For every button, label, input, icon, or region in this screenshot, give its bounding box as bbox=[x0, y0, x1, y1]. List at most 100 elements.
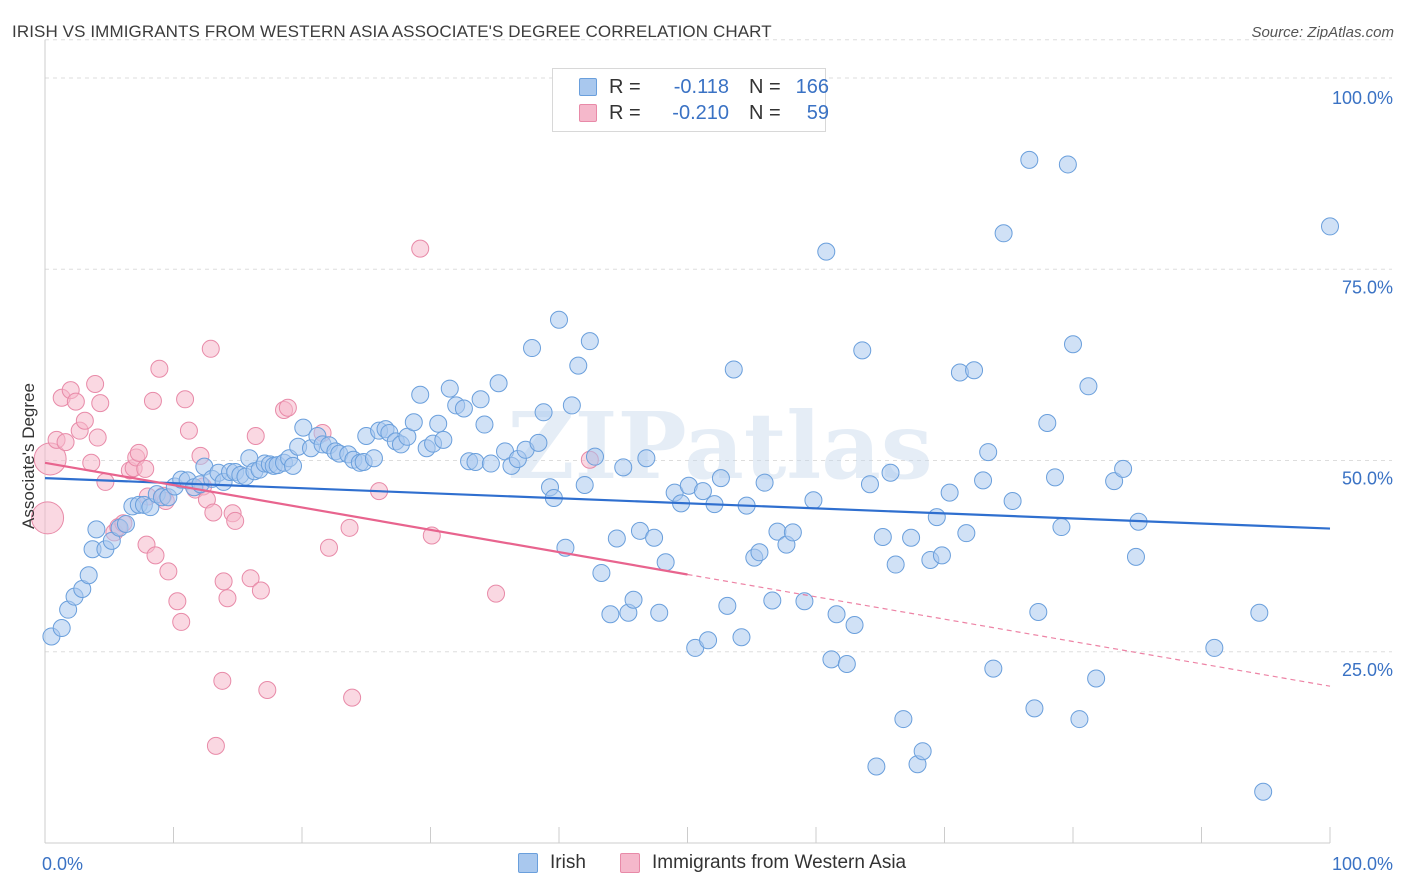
irish-point bbox=[624, 590, 643, 609]
irish-point bbox=[853, 341, 872, 360]
irish-point bbox=[284, 456, 303, 475]
western-asia-point bbox=[411, 239, 430, 258]
irish-point bbox=[523, 339, 542, 358]
irish-point bbox=[1020, 150, 1039, 169]
irish-point bbox=[489, 374, 508, 393]
irish-point bbox=[1105, 472, 1124, 491]
western-asia-trend-line bbox=[44, 461, 688, 576]
irish-point bbox=[1052, 518, 1071, 537]
irish-point bbox=[750, 543, 769, 562]
western-asia-point bbox=[176, 390, 195, 409]
tick-labels: 25.0% 50.0% 75.0% 100.0% 0.0% 100.0% bbox=[42, 88, 1393, 874]
irish-point bbox=[79, 566, 98, 585]
irish-point bbox=[822, 650, 841, 669]
stats-legend: R = -0.118 N = 166 R = -0.210 N = 59 bbox=[552, 68, 829, 132]
western-asia-point bbox=[246, 427, 265, 446]
irish-point bbox=[927, 508, 946, 527]
western-asia-point bbox=[278, 398, 297, 417]
irish-point bbox=[87, 520, 106, 539]
legend-item-western-asia[interactable]: Immigrants from Western Asia bbox=[620, 852, 906, 874]
n-value: 59 bbox=[806, 101, 829, 124]
irish-point bbox=[886, 555, 905, 574]
western-asia-point bbox=[168, 592, 187, 611]
irish-point bbox=[994, 224, 1013, 243]
irish-point bbox=[1025, 699, 1044, 718]
irish-point bbox=[1250, 603, 1269, 622]
western-asia-point bbox=[146, 546, 165, 565]
y-tick-label: 25.0% bbox=[1342, 660, 1393, 680]
irish-point bbox=[637, 449, 656, 468]
western-asia-point bbox=[136, 459, 155, 478]
irish-point bbox=[52, 619, 71, 638]
irish-swatch bbox=[579, 78, 597, 96]
irish-point bbox=[974, 471, 993, 490]
irish-point bbox=[932, 546, 951, 565]
trend-lines bbox=[44, 461, 1331, 687]
western-asia-point bbox=[159, 562, 178, 581]
irish-point bbox=[699, 631, 718, 650]
legend-item-irish[interactable]: Irish bbox=[518, 852, 586, 874]
r-value: -0.210 bbox=[672, 101, 729, 124]
western-asia-point bbox=[251, 581, 270, 600]
western-asia-point bbox=[66, 392, 85, 411]
irish-point bbox=[724, 360, 743, 379]
irish-point bbox=[116, 514, 135, 533]
western-asia-point bbox=[129, 443, 148, 462]
western-asia-point bbox=[319, 538, 338, 557]
irish-point bbox=[837, 654, 856, 673]
western-asia-point bbox=[226, 511, 245, 530]
western-asia-point bbox=[143, 391, 162, 410]
irish-point bbox=[979, 443, 998, 462]
chart-title: IRISH VS IMMIGRANTS FROM WESTERN ASIA AS… bbox=[12, 22, 772, 41]
irish-point bbox=[434, 430, 453, 449]
stats-row-western-asia: R = -0.210 N = 59 bbox=[553, 100, 829, 126]
western-asia-point bbox=[56, 433, 75, 452]
irish-point bbox=[873, 528, 892, 546]
irish-point bbox=[550, 310, 568, 329]
irish-point bbox=[364, 449, 383, 468]
western-asia-point bbox=[258, 681, 277, 699]
irish-point bbox=[1046, 468, 1065, 487]
n-label: N = bbox=[749, 75, 781, 98]
irish-point bbox=[718, 596, 737, 615]
western-asia-point bbox=[213, 671, 232, 690]
western-asia-point bbox=[218, 589, 237, 608]
irish-point bbox=[475, 415, 494, 434]
x-tick-label: 0.0% bbox=[42, 854, 83, 874]
western-asia-point bbox=[214, 572, 233, 591]
western-asia-point bbox=[204, 503, 223, 522]
irish-point bbox=[693, 482, 712, 501]
western-asia-point bbox=[206, 736, 225, 755]
legend-label-irish: Irish bbox=[550, 852, 586, 873]
x-tick-label: 100.0% bbox=[1332, 854, 1393, 874]
irish-point bbox=[1029, 602, 1048, 621]
irish-point bbox=[940, 483, 959, 502]
irish-point bbox=[795, 592, 814, 611]
irish-point bbox=[645, 528, 664, 547]
irish-point bbox=[656, 553, 675, 572]
y-tick-label: 75.0% bbox=[1342, 277, 1393, 297]
irish-point bbox=[881, 463, 900, 482]
irish-point bbox=[601, 605, 620, 624]
western-asia-point bbox=[96, 472, 115, 491]
irish-point bbox=[294, 418, 313, 437]
y-tick-label: 50.0% bbox=[1342, 469, 1393, 489]
irish-point bbox=[902, 528, 921, 547]
irish-point bbox=[1126, 547, 1145, 566]
irish-point bbox=[711, 469, 730, 488]
irish-trend-line bbox=[44, 476, 1331, 530]
n-value: 166 bbox=[795, 75, 829, 98]
western-asia-point bbox=[340, 518, 359, 537]
western-asia-point bbox=[241, 569, 260, 588]
irish-point bbox=[763, 591, 782, 610]
irish-point bbox=[529, 433, 548, 452]
irish-points bbox=[42, 150, 1339, 801]
irish-point bbox=[1254, 782, 1273, 801]
n-label: N = bbox=[749, 101, 781, 124]
source-credit: Source: ZipAtlas.com bbox=[1251, 24, 1394, 41]
western-asia-point bbox=[179, 421, 198, 440]
r-label: R = bbox=[609, 75, 641, 98]
irish-point bbox=[732, 628, 751, 647]
western-asia-swatch bbox=[620, 853, 640, 873]
